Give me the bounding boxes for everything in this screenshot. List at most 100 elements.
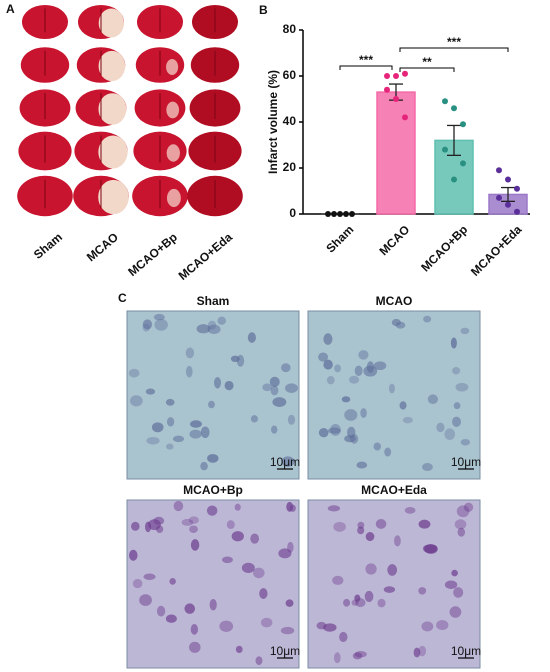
group-label: MCAO+Eda	[176, 230, 236, 283]
cell	[129, 549, 138, 561]
cell	[142, 323, 151, 332]
y-tick-label: 60	[283, 68, 297, 82]
cell	[318, 352, 329, 362]
cell	[131, 521, 140, 531]
data-point	[331, 211, 337, 217]
cell	[247, 332, 256, 343]
cell	[334, 364, 341, 373]
cell	[326, 375, 335, 385]
panel-label: C	[118, 291, 127, 305]
panel-label: B	[259, 3, 268, 17]
cell	[436, 422, 445, 433]
cell	[281, 456, 295, 467]
cell	[452, 367, 461, 375]
cell	[354, 365, 363, 377]
data-point	[514, 208, 520, 215]
cell	[214, 377, 221, 389]
cell	[463, 502, 474, 512]
cell	[455, 382, 469, 392]
cell	[356, 461, 368, 469]
image-title: Sham	[197, 294, 230, 308]
data-point	[402, 114, 408, 121]
cell	[357, 526, 365, 535]
y-tick-label: 20	[283, 160, 297, 174]
cell	[339, 631, 348, 643]
data-point	[343, 211, 349, 217]
significance-bracket	[399, 67, 455, 72]
data-point	[505, 201, 511, 208]
cell	[333, 652, 341, 664]
cell	[287, 414, 296, 425]
data-point	[451, 176, 457, 183]
cell	[250, 415, 258, 423]
cell	[327, 505, 341, 512]
cell	[421, 463, 433, 472]
infarct-area	[98, 135, 128, 169]
micrograph	[307, 499, 481, 669]
cell	[387, 564, 398, 576]
cell	[255, 656, 263, 666]
cell	[364, 590, 374, 603]
cell	[327, 427, 341, 434]
cell	[165, 614, 177, 623]
cell	[262, 383, 272, 392]
significance-bracket	[399, 47, 509, 52]
cell	[460, 327, 470, 335]
data-point	[451, 105, 457, 112]
data-point	[460, 121, 466, 128]
cell	[349, 375, 360, 384]
cell	[344, 409, 358, 421]
cell	[285, 383, 298, 393]
cell	[259, 588, 268, 600]
cell	[365, 563, 377, 575]
cell	[189, 429, 202, 439]
data-point	[393, 96, 399, 102]
cell	[190, 539, 200, 551]
data-point	[349, 211, 355, 217]
cell	[418, 519, 431, 529]
panel-label: A	[6, 2, 15, 16]
data-point	[384, 86, 390, 93]
cell	[250, 533, 260, 544]
cell	[270, 385, 279, 396]
cell	[269, 376, 280, 387]
group-label: MCAO	[84, 230, 121, 264]
y-tick-label: 40	[283, 114, 297, 128]
data-point	[442, 146, 448, 153]
group-label: Sham	[31, 230, 65, 262]
x-tick-label: MCAO+Bp	[418, 222, 470, 274]
cell	[156, 605, 166, 617]
infarct-area	[166, 101, 180, 119]
cell	[230, 355, 240, 363]
cell	[423, 544, 437, 554]
cell	[343, 598, 351, 607]
cell	[460, 438, 471, 446]
cell	[360, 408, 367, 418]
cell	[130, 395, 143, 407]
cell	[280, 626, 295, 635]
infarct-area	[98, 179, 129, 215]
cell	[423, 315, 432, 323]
cell	[153, 313, 165, 321]
cell	[375, 519, 387, 529]
cell	[332, 575, 344, 585]
cell	[444, 580, 458, 590]
cell	[142, 319, 153, 330]
infarct-area	[98, 8, 124, 38]
cell	[454, 519, 467, 530]
cell	[224, 380, 234, 391]
infarct-area	[166, 144, 180, 162]
cell	[285, 599, 294, 607]
cell	[323, 359, 333, 370]
data-point	[325, 211, 331, 217]
cell	[287, 541, 294, 553]
micrograph	[307, 310, 481, 480]
image-title: MCAO+Bp	[183, 483, 243, 497]
cell	[323, 333, 333, 345]
cell	[278, 548, 292, 559]
cell	[226, 520, 235, 530]
cell	[341, 396, 351, 403]
cell	[404, 506, 416, 514]
cell	[196, 324, 211, 334]
